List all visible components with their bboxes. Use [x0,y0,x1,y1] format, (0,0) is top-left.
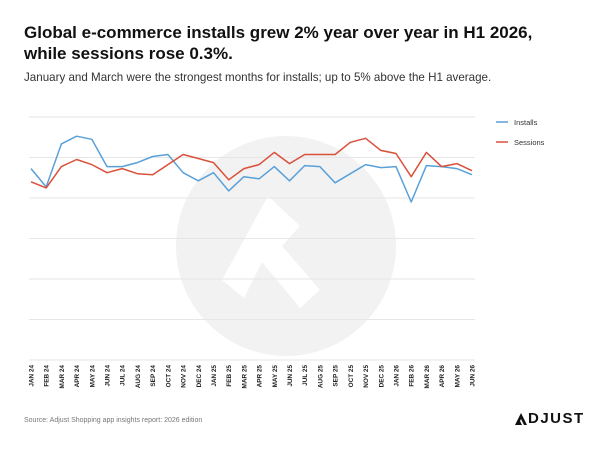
brand-mark-icon [515,412,527,426]
x-tick-label: JUN 25 [287,365,294,387]
x-tick-label: FEB 26 [409,365,416,387]
x-tick-label: AUG 25 [317,365,324,389]
x-tick-label: MAR 24 [59,365,66,389]
x-tick-label: JAN 26 [393,365,400,387]
x-tick-label: DEC 25 [378,365,385,388]
x-tick-label: APR 25 [257,365,264,388]
x-tick-label: FEB 25 [226,365,233,387]
series-line-installs [30,135,473,203]
chart-title: Global e-commerce installs grew 2% year … [24,23,533,63]
x-tick-label: NOV 25 [363,365,370,388]
x-tick-label: JAN 24 [29,365,36,387]
source-note: Source: Adjust Shopping app insights rep… [24,417,203,424]
x-tick-label: MAY 24 [89,365,96,388]
brand-wordmark: DJUST [528,410,585,427]
x-tick-label: SEP 25 [333,365,340,387]
x-tick-label: MAR 25 [241,365,248,389]
x-tick-label: OCT 25 [348,365,355,388]
x-tick-label: MAY 25 [272,365,279,388]
legend-label-installs: Installs [514,118,538,127]
x-tick-label: APR 26 [439,365,446,388]
x-tick-label: DEC 24 [196,365,203,388]
legend-label-sessions: Sessions [514,138,545,147]
x-tick-label: JUL 25 [302,365,309,386]
x-tick-label: JAN 25 [211,365,218,387]
chart-subtitle: January and March were the strongest mon… [24,71,492,84]
x-tick-label: JUL 24 [120,365,127,386]
brand-logo: DJUST [515,410,585,427]
x-tick-label: MAR 26 [424,365,431,389]
x-tick-label: MAY 26 [454,365,461,388]
x-tick-label: AUG 24 [135,365,142,389]
x-tick-label: OCT 24 [165,365,172,388]
x-tick-label: JUN 26 [470,365,477,387]
x-tick-label: SEP 24 [150,365,157,387]
x-tick-label: NOV 24 [181,365,188,388]
x-tick-label: FEB 24 [44,365,51,387]
x-tick-label: JUN 24 [105,365,112,387]
series-line-sessions [30,137,473,189]
x-tick-label: APR 24 [74,365,81,388]
watermark-logo [176,136,396,356]
